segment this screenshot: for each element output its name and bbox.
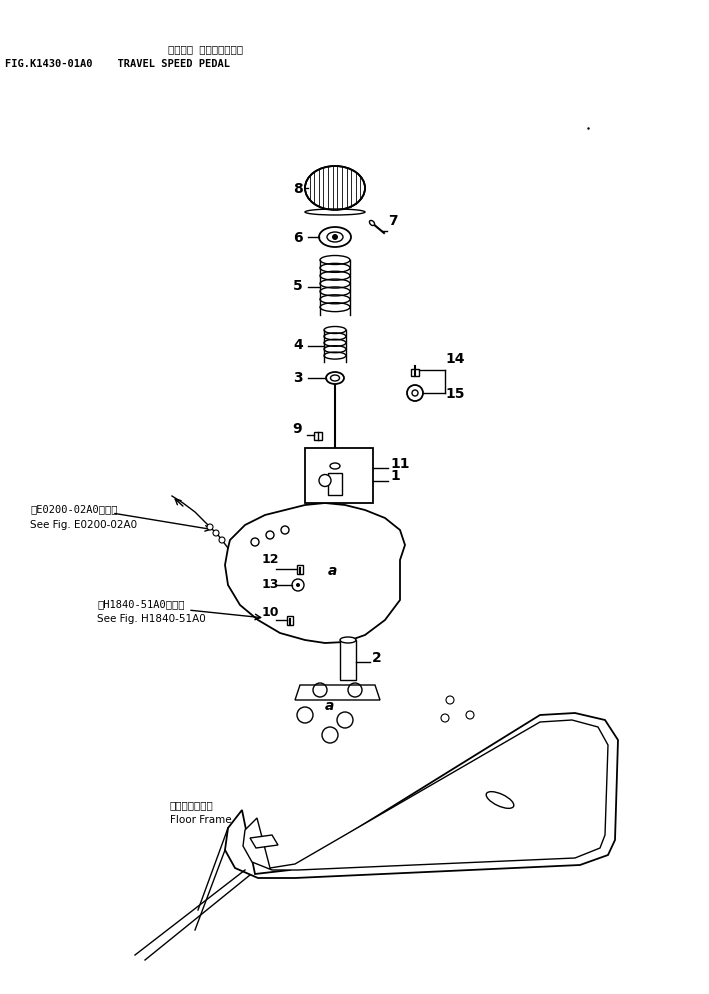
Text: See Fig. H1840-51A0: See Fig. H1840-51A0 xyxy=(97,614,206,624)
Text: 13: 13 xyxy=(262,578,279,591)
Polygon shape xyxy=(295,685,380,700)
Polygon shape xyxy=(225,503,405,643)
Text: 8: 8 xyxy=(293,182,303,196)
Circle shape xyxy=(207,524,213,530)
Circle shape xyxy=(412,390,418,396)
Circle shape xyxy=(266,531,274,539)
Text: 4: 4 xyxy=(293,338,303,352)
Circle shape xyxy=(281,526,289,534)
Polygon shape xyxy=(250,835,278,848)
Ellipse shape xyxy=(369,221,374,226)
Text: 5: 5 xyxy=(293,279,303,293)
Circle shape xyxy=(251,538,259,546)
Text: 9: 9 xyxy=(292,422,301,436)
Text: 12: 12 xyxy=(262,553,279,566)
Ellipse shape xyxy=(319,227,351,247)
Text: 10: 10 xyxy=(262,606,279,619)
Text: 14: 14 xyxy=(445,352,464,366)
Text: ソウコウ スピードペダル: ソウコウ スピードペダル xyxy=(168,44,243,54)
Circle shape xyxy=(332,234,338,240)
FancyBboxPatch shape xyxy=(340,640,356,680)
FancyBboxPatch shape xyxy=(297,565,303,574)
Text: FIG.K1430-01A0    TRAVEL SPEED PEDAL: FIG.K1430-01A0 TRAVEL SPEED PEDAL xyxy=(5,59,230,69)
Ellipse shape xyxy=(305,166,365,210)
FancyBboxPatch shape xyxy=(314,432,322,440)
Ellipse shape xyxy=(327,232,343,242)
Text: See Fig. E0200-02A0: See Fig. E0200-02A0 xyxy=(30,520,137,530)
Text: a: a xyxy=(325,699,335,713)
Circle shape xyxy=(292,579,304,591)
Ellipse shape xyxy=(326,372,344,384)
FancyBboxPatch shape xyxy=(305,448,373,503)
FancyBboxPatch shape xyxy=(411,369,419,376)
Text: 6: 6 xyxy=(293,231,303,245)
Text: 7: 7 xyxy=(388,214,398,228)
Text: 2: 2 xyxy=(372,651,381,665)
Ellipse shape xyxy=(330,463,340,469)
Text: フロアフレーム: フロアフレーム xyxy=(170,800,213,810)
Ellipse shape xyxy=(330,375,340,381)
Text: 第H1840-51A0図参照: 第H1840-51A0図参照 xyxy=(97,599,184,609)
Ellipse shape xyxy=(486,791,514,808)
Circle shape xyxy=(407,385,423,401)
Text: 15: 15 xyxy=(445,387,464,401)
FancyBboxPatch shape xyxy=(287,616,293,625)
Ellipse shape xyxy=(340,637,356,643)
Circle shape xyxy=(319,474,331,486)
Text: 11: 11 xyxy=(390,456,410,470)
Text: 3: 3 xyxy=(293,371,303,385)
Text: 1: 1 xyxy=(390,469,400,483)
Text: 第E0200-02A0図参照: 第E0200-02A0図参照 xyxy=(30,504,118,514)
Text: Floor Frame: Floor Frame xyxy=(170,815,232,825)
Circle shape xyxy=(213,530,219,536)
Circle shape xyxy=(296,583,300,587)
Text: a: a xyxy=(328,564,337,578)
Polygon shape xyxy=(243,720,608,870)
FancyBboxPatch shape xyxy=(328,473,342,495)
Circle shape xyxy=(219,537,225,543)
Ellipse shape xyxy=(305,209,365,215)
